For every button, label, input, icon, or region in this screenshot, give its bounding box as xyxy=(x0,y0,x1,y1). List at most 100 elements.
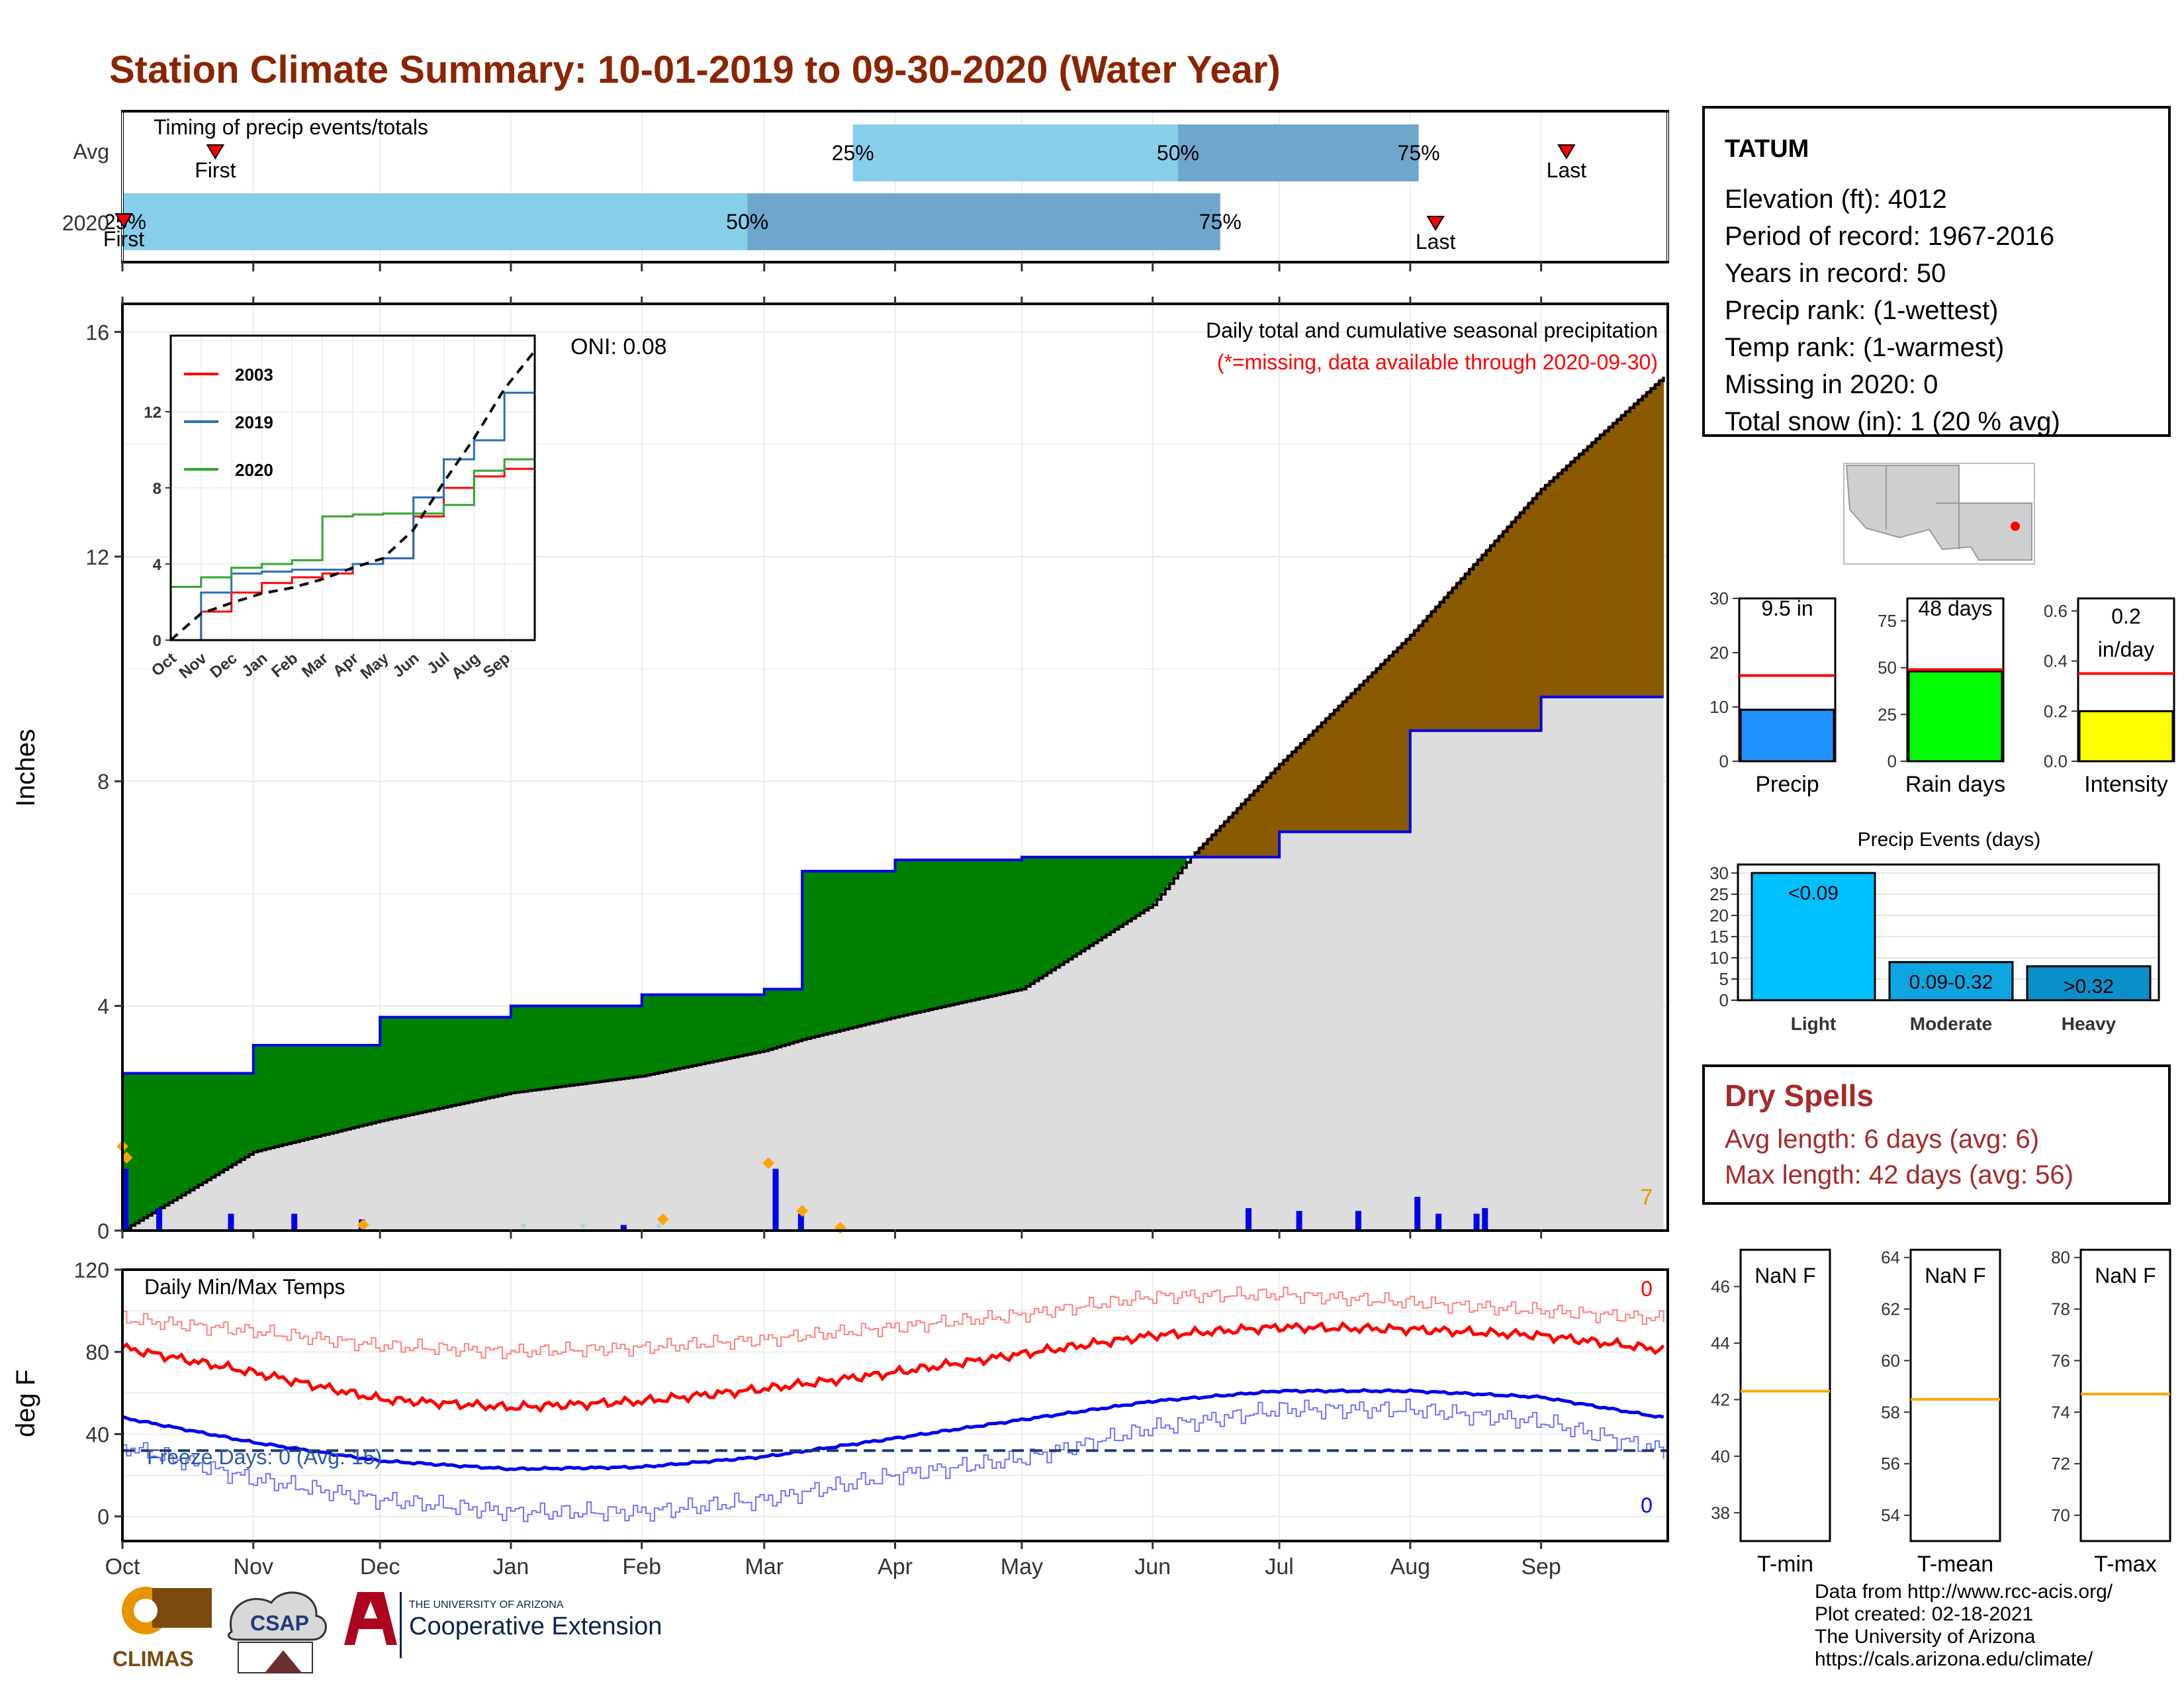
month-label: Jan xyxy=(493,1554,529,1579)
precip-label: Precip xyxy=(1755,772,1819,797)
raindays-value: 48 days xyxy=(1918,596,1992,620)
events-title: Precip Events (days) xyxy=(1858,829,2041,851)
csap-wordmark: CSAP xyxy=(250,1611,309,1635)
avg-first-marker-icon xyxy=(206,144,225,160)
events-bar xyxy=(1888,961,2014,1002)
avg-first-label: First xyxy=(195,158,236,182)
station-name: TATUM xyxy=(1725,135,1809,163)
station-missing: Missing in 2020: 0 xyxy=(1725,370,1938,399)
events-bin-label: >0.32 xyxy=(2064,976,2114,998)
tmean-label: T-mean xyxy=(1917,1552,1993,1577)
logos: CLIMAS CSAP THE UNIVERSITY OF ARIZONA Co… xyxy=(113,1587,662,1673)
precip-y-tick-label: 0 xyxy=(97,1219,109,1243)
daily-precip-bar xyxy=(122,1168,128,1231)
missing-count: 7 xyxy=(1641,1185,1653,1210)
timing-row-avg: Avg xyxy=(73,140,109,164)
avg-25-label: 25% xyxy=(832,141,874,165)
avg-cumulative-line xyxy=(122,377,1665,1232)
intensity-tick-label: 0.4 xyxy=(2044,651,2068,671)
snow-marker-icon xyxy=(762,1157,775,1170)
events-bin-label: 0.09-0.32 xyxy=(1909,971,1993,993)
freeze-days-label: Freeze Days: 0 (Avg: 15) xyxy=(147,1445,382,1469)
daily-precip-bar xyxy=(156,1208,163,1231)
station-marker-icon xyxy=(2011,522,2020,531)
credit-data-source: Data from http://www.rcc-acis.org/ xyxy=(1815,1581,2113,1603)
tmax-tick-label: 70 xyxy=(2051,1505,2070,1525)
tmax-tick-label: 80 xyxy=(2051,1248,2070,1268)
tmean-value: NaN F xyxy=(1925,1264,1985,1288)
credits: Data from http://www.rcc-acis.org/ Plot … xyxy=(1815,1581,2113,1671)
events-category-label: Light xyxy=(1791,1013,1836,1034)
timing-row-2020: 2020 xyxy=(62,211,109,235)
temp-y-tick-label: 0 xyxy=(97,1505,109,1529)
month-label: Jul xyxy=(1265,1554,1293,1579)
tmin-tick-label: 38 xyxy=(1711,1503,1730,1523)
tmax-label: T-max xyxy=(2094,1552,2156,1577)
summary-bar-charts: 0 10 20 30 Precip 9.5 in 0 25 50 75 Rain days 48 da… xyxy=(1709,588,2175,797)
events-tick-label: 15 xyxy=(1709,927,1729,947)
temp-y-tick-label: 80 xyxy=(85,1340,109,1364)
tmin-value: NaN F xyxy=(1754,1264,1815,1288)
month-label: May xyxy=(1001,1554,1043,1579)
max-record-count: 0 xyxy=(1641,1277,1653,1301)
tmax-tick-label: 74 xyxy=(2051,1402,2070,1422)
temp-y-tick-label: 40 xyxy=(85,1423,109,1446)
credit-url: https://cals.arizona.edu/climate/ xyxy=(1815,1648,2093,1670)
month-label: Oct xyxy=(105,1554,140,1579)
y2020-50-75-bar xyxy=(747,193,1220,250)
climas-wordmark: CLIMAS xyxy=(113,1647,194,1671)
station-elevation: Elevation (ft): 4012 xyxy=(1725,185,1947,214)
intensity-value-2: in/day xyxy=(2098,637,2154,661)
tmin-frame xyxy=(1739,1248,1831,1542)
tmin-tick-label: 46 xyxy=(1711,1277,1730,1297)
inset-y-label: 8 xyxy=(153,480,161,498)
station-years: Years in record: 50 xyxy=(1725,259,1946,288)
events-category-label: Moderate xyxy=(1910,1013,1992,1034)
tmin-avg-line xyxy=(122,1387,1664,1472)
missing-star-icon: * xyxy=(580,1220,586,1237)
events-tick-label: 25 xyxy=(1709,884,1729,904)
month-label: Sep xyxy=(1521,1554,1561,1579)
credit-plot-date: Plot created: 02-18-2021 xyxy=(1815,1603,2034,1625)
month-axis: Oct Nov Dec Jan Feb Mar Apr May Jun Jul Aug Sep xyxy=(105,262,1561,1579)
month-label: Apr xyxy=(878,1554,913,1579)
daily-precip-bar xyxy=(797,1213,804,1231)
precip-y-axis: 0 4 8 12 16 xyxy=(85,320,122,1243)
inset-line-2020 xyxy=(171,458,535,588)
precip-legend-line1: Daily total and cumulative seasonal prec… xyxy=(1206,318,1658,342)
station-snow: Total snow (in): 1 (20 % avg) xyxy=(1725,407,2060,436)
y2020-75-label: 75% xyxy=(1199,210,1242,234)
raindays-tick-label: 75 xyxy=(1878,611,1897,631)
avg-50-75-bar xyxy=(1177,124,1419,181)
temp-label: Daily Min/Max Temps xyxy=(144,1275,345,1299)
daily-precip-bar xyxy=(1246,1208,1252,1231)
dry-spells-box: Dry Spells Avg length: 6 days (avg: 6) M… xyxy=(1702,1064,2171,1205)
missing-star-icon: * xyxy=(656,1220,662,1237)
snow-marker-icon xyxy=(796,1205,809,1217)
y2020-50-label: 50% xyxy=(726,210,768,234)
snow-marker-icon xyxy=(357,1219,369,1231)
avg-75-label: 75% xyxy=(1398,141,1440,165)
daily-precip-bar xyxy=(772,1168,779,1231)
month-label: Dec xyxy=(360,1554,400,1579)
tmean-tick-label: 64 xyxy=(1881,1248,1900,1268)
tmin-tick-label: 40 xyxy=(1711,1446,1730,1466)
y2020-0-50-bar xyxy=(124,193,748,250)
dry-spells-title: Dry Spells xyxy=(1725,1078,1874,1113)
month-label: Aug xyxy=(1390,1554,1431,1579)
precip-tick-label: 0 xyxy=(1719,751,1729,771)
tmean-tick-label: 54 xyxy=(1881,1505,1900,1525)
intensity-label: Intensity xyxy=(2084,772,2168,797)
intensity-bar xyxy=(2078,710,2174,763)
tmean-tick-label: 56 xyxy=(1881,1454,1900,1474)
raindays-bar xyxy=(1907,670,2003,763)
daily-precip-bar xyxy=(291,1213,298,1231)
credit-university: The University of Arizona xyxy=(1815,1626,2036,1648)
temperature-summary-panels: NaN F 38 40 42 44 46 T-min NaN F 54 56 58 60 62 64 T-m… xyxy=(1711,1248,2171,1577)
snow-marker-icon xyxy=(657,1213,669,1226)
inset-y-label: 4 xyxy=(153,556,162,574)
tmin-tick-label: 42 xyxy=(1711,1389,1730,1409)
